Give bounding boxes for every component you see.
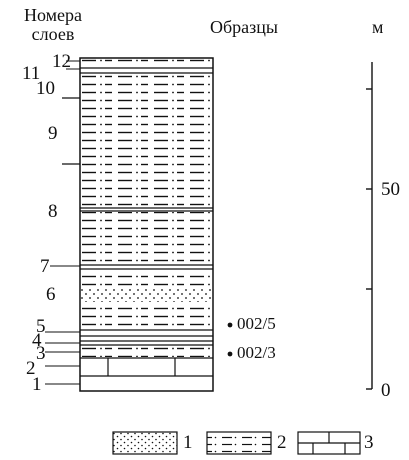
layer-number-3: 3 [36, 343, 46, 364]
sample-label-002-5: 002/5 [237, 314, 276, 333]
layer-numbers-header-line2: слоев [31, 23, 75, 44]
layer-fill-3 [81, 346, 212, 357]
sample-label-002-3: 002/3 [237, 343, 276, 362]
layer-number-5: 5 [36, 316, 46, 337]
layer-fill-10-9 [81, 74, 212, 207]
layer-fill-6-sandy [81, 288, 212, 302]
layer-numbers-header-line1: Номера [23, 5, 83, 25]
legend-label-1: 1 [183, 432, 193, 453]
layer-tick-marks [62, 97, 80, 165]
layer-number-7: 7 [40, 256, 50, 277]
layer-number-8: 8 [48, 201, 58, 222]
layer-2-limestone [107, 358, 176, 376]
legend-box-3 [297, 431, 361, 455]
meters-header: м [372, 17, 384, 37]
layer-number-11: 11 [22, 63, 41, 84]
samples-header: Образцы [210, 17, 278, 37]
legend-label-3: 3 [364, 432, 374, 453]
layer-fill-6-upper [81, 270, 212, 286]
layer-number-2: 2 [26, 358, 36, 379]
sample-dot-002-3 [227, 351, 233, 357]
layer-number-4: 4 [32, 330, 42, 351]
scale-tick-label-50: 50 [381, 179, 400, 200]
layer-number-10: 10 [36, 78, 55, 99]
layer-number-12: 12 [52, 51, 71, 72]
scale-tick-label-0: 0 [381, 380, 391, 401]
layer-number-1: 1 [32, 374, 42, 395]
legend-label-2: 2 [277, 432, 287, 453]
layer-leader-lines [45, 60, 80, 385]
scale-bar [366, 62, 373, 390]
layer-fill-5 [81, 304, 212, 328]
layer-number-6: 6 [46, 284, 56, 305]
legend-box-2 [206, 431, 272, 455]
layer-number-9: 9 [48, 123, 58, 144]
sample-dot-002-5 [227, 322, 233, 328]
layer-fill-12 [81, 59, 212, 68]
layer-fill-8 [81, 212, 212, 264]
legend-box-1 [112, 431, 178, 455]
layer-numbers-header: Номера слоев [18, 6, 88, 44]
